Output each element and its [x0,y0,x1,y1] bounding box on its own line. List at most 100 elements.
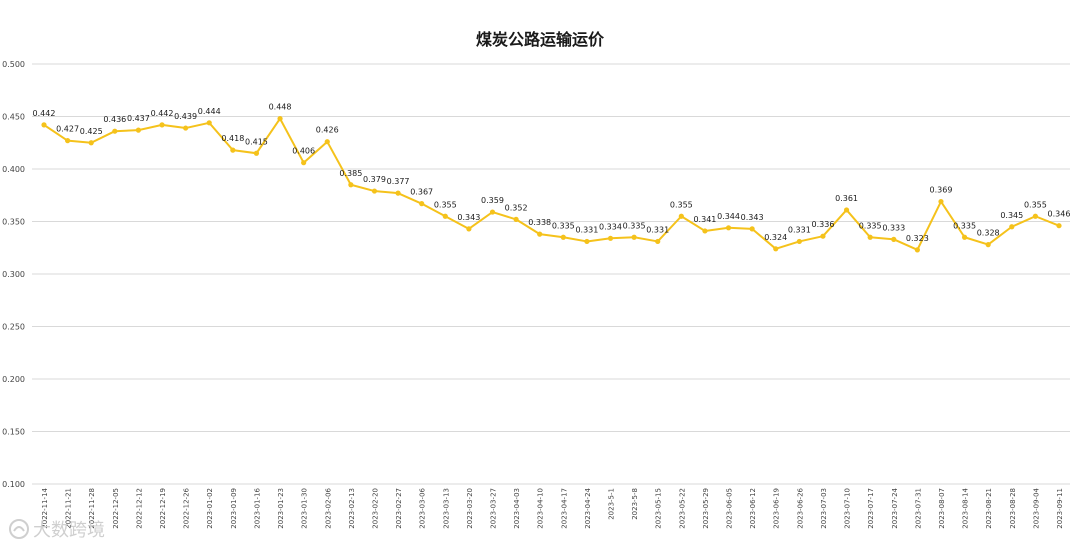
x-tick-label: 2023-08-07 [938,488,946,529]
y-tick-label: 0.500 [2,60,25,69]
data-point [183,125,189,131]
data-point [466,226,472,232]
watermark-text: 大数跨境 [33,520,105,541]
data-point [159,122,165,128]
data-point [489,209,496,215]
data-point [560,234,566,240]
x-axis-ticks: 2022-11-14 2022-11-21 2022-11-28 2022-12-05… [41,487,1064,528]
x-tick-label: 2023-05-22 [678,488,686,529]
data-point [135,127,142,133]
data-point [371,188,378,194]
data-label: 0.369 [930,186,953,195]
y-tick-label: 0.400 [2,165,25,174]
data-label: 0.333 [882,223,905,232]
data-point [277,116,283,122]
x-tick-label: 2023-04-24 [584,487,592,528]
data-point [324,139,330,145]
watermark: 大数跨境 [9,519,105,541]
data-point [1032,213,1038,219]
data-point [961,234,968,240]
data-label: 0.426 [316,126,339,135]
x-tick-label: 2022-12-12 [135,488,143,529]
data-label: 0.345 [1000,211,1023,220]
x-tick-label: 2023-01-30 [301,488,309,529]
x-tick-label: 2023-06-19 [773,488,781,529]
data-label: 0.427 [56,125,79,134]
data-label: 0.335 [552,221,575,230]
data-point [206,120,212,126]
data-label: 0.359 [481,196,504,205]
data-label: 0.323 [906,234,929,243]
x-tick-label: 2022-11-21 [65,488,73,529]
data-label: 0.334 [599,222,622,231]
x-tick-label: 2023-06-12 [749,488,757,529]
data-point [253,150,260,156]
data-label: 0.346 [1048,210,1071,219]
x-tick-label: 2022-11-14 [41,487,49,528]
x-tick-label: 2022-12-19 [159,488,167,529]
data-label: 0.355 [670,200,693,209]
data-point [843,207,850,213]
data-point [348,182,354,188]
data-point [867,234,873,240]
y-tick-label: 0.450 [2,113,25,122]
data-point [678,213,684,219]
data-label: 0.324 [764,233,787,242]
data-label: 0.439 [174,112,197,121]
data-point [938,198,944,205]
data-label: 0.331 [575,225,598,234]
data-point [820,233,826,239]
x-tick-label: 2023-03-06 [419,487,427,528]
y-tick-label: 0.150 [2,428,25,437]
data-point [513,216,519,222]
data-label: 0.379 [363,175,386,184]
x-tick-label: 2023-09-11 [1056,488,1064,529]
x-tick-label: 2023-5-1 [608,488,616,520]
data-point [702,228,708,234]
x-tick-label: 2023-07-17 [867,488,875,529]
data-label: 0.425 [80,127,103,136]
data-point [395,190,401,196]
data-label: 0.335 [859,221,882,230]
y-axis-ticks: 0.100 0.150 0.200 0.250 0.300 0.350 0.400 0.450… [2,60,25,489]
data-point [1009,224,1015,230]
data-label: 0.436 [103,115,126,124]
data-label: 0.338 [528,218,551,227]
x-tick-label: 2023-07-03 [820,488,828,529]
x-tick-label: 2023-03-13 [442,488,450,529]
data-point [537,231,543,237]
data-label: 0.418 [221,134,244,143]
data-label: 0.335 [623,221,646,230]
x-tick-label: 2023-02-27 [395,488,403,529]
data-label: 0.352 [505,203,528,212]
x-tick-label: 2023-03-20 [466,488,474,529]
data-point [112,128,118,134]
data-label: 0.331 [788,225,811,234]
x-tick-label: 2022-11-28 [88,488,96,529]
y-tick-label: 0.350 [2,218,25,227]
data-label: 0.355 [434,200,457,209]
x-tick-label: 2023-01-16 [253,487,261,528]
data-label: 0.377 [387,177,410,186]
data-point [725,225,732,231]
data-point [230,147,236,153]
x-tick-label: 2023-01-09 [230,488,238,529]
data-label: 0.385 [339,169,362,178]
data-point [442,213,448,219]
data-point [607,235,614,241]
data-point [655,238,661,245]
data-point [41,122,47,128]
x-tick-label: 2023-03-27 [489,488,497,529]
data-label: 0.344 [717,212,740,221]
data-label: 0.415 [245,137,268,146]
series-line [43,117,1060,251]
x-tick-label: 2023-01-02 [206,488,214,529]
chart-title: 煤炭公路运输运价 [476,30,605,49]
data-label: 0.336 [812,220,835,229]
x-tick-label: 2023-08-21 [985,488,993,529]
x-tick-label: 2023-04-03 [513,488,521,529]
x-tick-label: 2023-02-06 [324,487,332,528]
x-tick-label: 2023-09-04 [1032,487,1040,528]
